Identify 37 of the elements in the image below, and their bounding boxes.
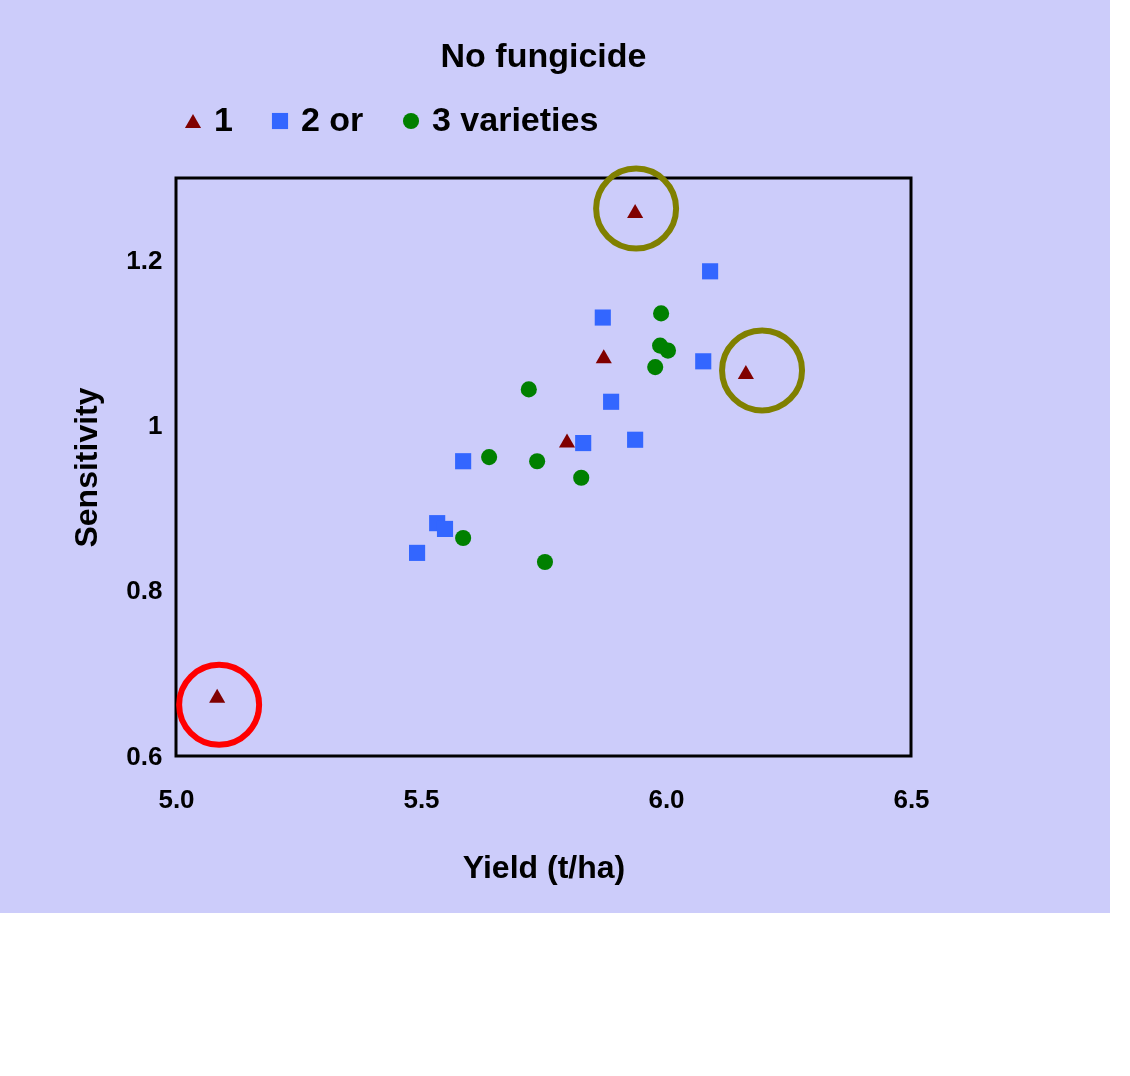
point: [436, 520, 454, 537]
point: [603, 393, 620, 410]
point: [627, 204, 644, 219]
y-axis-title: Sensitivity: [68, 387, 105, 548]
point: [595, 349, 612, 364]
point: [529, 453, 546, 470]
point: [627, 431, 644, 448]
chart-title: No fungicide: [440, 36, 647, 74]
point: [737, 365, 754, 380]
point: [573, 469, 590, 486]
point: [558, 433, 576, 448]
point: [209, 688, 226, 703]
point: [695, 353, 712, 370]
x-tick-label: 6.0: [648, 783, 685, 814]
point: [409, 544, 426, 561]
y-tick-label: 0.6: [126, 740, 163, 771]
legend-label: 3 varieties: [432, 100, 599, 138]
point: [594, 309, 611, 326]
x-tick-label: 6.5: [893, 783, 930, 814]
y-tick-label: 0.8: [126, 575, 163, 606]
point: [647, 359, 664, 376]
point: [520, 381, 537, 398]
point: [659, 342, 677, 359]
legend-label: 1: [214, 100, 233, 138]
point: [653, 305, 670, 322]
point: [702, 263, 719, 280]
point: [575, 434, 592, 452]
legend-label: 2 or: [301, 100, 364, 138]
y-tick-label: 1: [148, 410, 163, 441]
point: [455, 453, 472, 470]
x-axis-title: Yield (t/ha): [462, 848, 626, 885]
point: [481, 449, 498, 466]
point: [536, 553, 554, 570]
point: [455, 529, 472, 547]
y-tick-label: 1.2: [126, 245, 163, 276]
x-tick-label: 5.5: [403, 783, 440, 814]
x-tick-label: 5.0: [158, 783, 195, 814]
